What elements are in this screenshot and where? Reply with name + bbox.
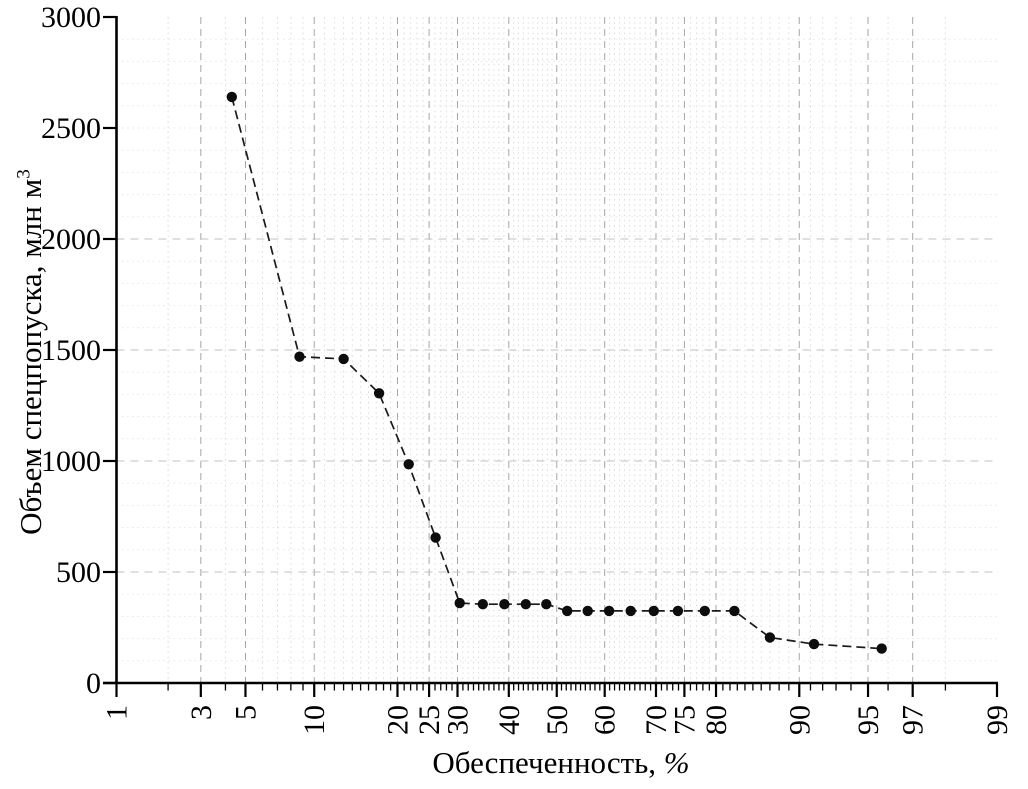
x-tick-label: 99 bbox=[981, 705, 1014, 735]
x-tick-label: 95 bbox=[852, 705, 885, 735]
x-tick-label: 40 bbox=[493, 705, 526, 735]
y-axis-title: Объем спецпопуска, млн м3 bbox=[13, 169, 49, 535]
x-tick-label: 10 bbox=[298, 705, 331, 735]
x-tick-label: 60 bbox=[589, 705, 622, 735]
data-point bbox=[403, 459, 414, 470]
data-point bbox=[373, 388, 385, 399]
x-tick-label: 3 bbox=[185, 705, 218, 720]
x-tick-label: 1 bbox=[101, 705, 134, 720]
data-point bbox=[672, 605, 684, 617]
y-tick-label: 2500 bbox=[41, 112, 101, 145]
x-tick-label: 5 bbox=[230, 705, 263, 720]
x-axis-title-percent: % bbox=[663, 745, 690, 780]
y-tick-label: 0 bbox=[86, 667, 101, 700]
data-point bbox=[603, 605, 615, 617]
data-point bbox=[520, 599, 531, 610]
x-axis-title: Обеспеченность, % bbox=[432, 745, 689, 781]
x-tick-label: 90 bbox=[783, 705, 816, 735]
x-tick-label: 70 bbox=[640, 705, 673, 735]
data-point bbox=[876, 643, 887, 654]
x-axis-title-text: Обеспеченность, bbox=[432, 745, 664, 780]
data-point bbox=[625, 605, 636, 617]
x-tick-label: 30 bbox=[442, 705, 475, 735]
y-tick-label: 1500 bbox=[41, 334, 101, 367]
data-point bbox=[729, 605, 740, 617]
series-line bbox=[230, 96, 882, 650]
x-tick-label: 97 bbox=[897, 705, 930, 735]
data-point bbox=[499, 599, 510, 610]
data-point bbox=[648, 605, 659, 617]
y-tick-label: 1000 bbox=[41, 445, 101, 478]
y-tick-label: 2000 bbox=[41, 223, 101, 256]
data-point bbox=[226, 91, 237, 103]
data-point bbox=[541, 599, 552, 610]
data-point bbox=[562, 605, 573, 617]
data-point bbox=[294, 351, 305, 362]
data-point bbox=[430, 532, 441, 543]
data-point bbox=[808, 638, 820, 650]
y-tick-label: 3000 bbox=[41, 1, 101, 34]
x-tick-label: 75 bbox=[668, 705, 701, 735]
data-point bbox=[338, 353, 349, 365]
y-tick-label: 500 bbox=[56, 556, 101, 589]
data-point bbox=[699, 605, 710, 617]
data-point bbox=[477, 599, 488, 610]
y-axis-title-text: Объем спецпопуска, млн м bbox=[13, 178, 48, 535]
y-axis-title-superscript: 3 bbox=[13, 169, 35, 179]
x-tick-label: 50 bbox=[541, 705, 574, 735]
data-point bbox=[454, 597, 465, 609]
data-point bbox=[764, 632, 776, 643]
x-tick-label: 80 bbox=[700, 705, 733, 735]
data-point bbox=[582, 605, 593, 617]
x-tick-label: 20 bbox=[382, 705, 415, 735]
x-tick-label: 25 bbox=[413, 705, 446, 735]
